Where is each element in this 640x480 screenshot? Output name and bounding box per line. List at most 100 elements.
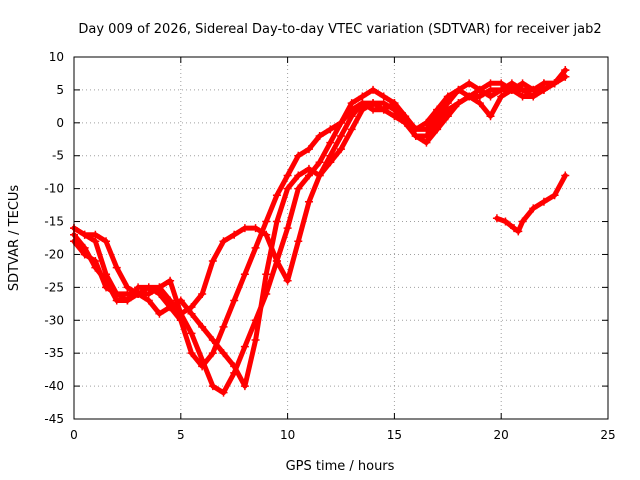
data-point-marker — [401, 112, 410, 121]
data-point-marker — [518, 217, 527, 226]
data-point-marker — [251, 224, 260, 233]
y-tick-label: -15 — [44, 215, 64, 229]
data-point-marker — [230, 362, 239, 371]
data-point-marker — [240, 270, 249, 279]
x-tick-label: 20 — [494, 428, 509, 442]
data-point-marker — [219, 349, 228, 358]
y-tick-label: -45 — [44, 412, 64, 426]
data-point-marker — [283, 276, 292, 285]
data-point-marker — [507, 85, 516, 94]
data-point-marker — [454, 99, 463, 108]
y-tick-label: -40 — [44, 379, 64, 393]
data-point-marker — [433, 105, 442, 114]
y-tick-label: -25 — [44, 280, 64, 294]
series-line — [494, 173, 568, 234]
data-point-marker — [379, 105, 388, 114]
data-point-marker — [550, 191, 559, 200]
data-point-marker — [326, 151, 335, 160]
x-tick-label: 25 — [600, 428, 615, 442]
data-point-marker — [262, 217, 271, 226]
data-point-marker — [240, 382, 249, 391]
data-point-marker — [337, 118, 345, 127]
data-point-marker — [304, 145, 313, 154]
y-tick-label: 0 — [56, 116, 64, 130]
data-point-marker — [102, 237, 111, 246]
data-point-marker — [208, 257, 217, 266]
data-point-marker — [198, 289, 207, 298]
data-point-marker — [155, 283, 164, 292]
data-point-marker — [294, 184, 303, 193]
data-point-marker — [337, 131, 345, 140]
y-tick-label: 10 — [49, 50, 64, 64]
data-point-marker — [272, 191, 281, 200]
data-point-marker — [315, 158, 324, 167]
data-point-marker — [561, 66, 570, 75]
data-point-marker — [219, 388, 228, 397]
data-point-marker — [529, 204, 538, 213]
data-point-marker — [272, 257, 281, 266]
data-point-marker — [80, 230, 89, 239]
data-point-marker — [518, 85, 527, 94]
data-point-marker — [422, 118, 431, 127]
data-point-marker — [510, 224, 519, 233]
data-point-marker — [91, 257, 100, 266]
data-point-marker — [230, 296, 239, 305]
data-point-marker — [315, 171, 324, 180]
data-point-marker — [347, 112, 356, 121]
data-point-marker — [176, 309, 185, 318]
data-point-marker — [465, 79, 474, 88]
series-line — [71, 74, 568, 389]
y-tick-label: -35 — [44, 346, 64, 360]
data-point-marker — [294, 151, 303, 160]
data-point-marker — [102, 283, 111, 292]
x-tick-label: 10 — [280, 428, 295, 442]
data-point-marker — [443, 112, 452, 121]
data-point-marker — [486, 112, 495, 121]
data-point-marker — [262, 230, 271, 239]
data-point-marker — [112, 263, 121, 272]
data-point-marker — [454, 85, 463, 94]
data-point-marker — [134, 289, 143, 298]
data-point-marker — [486, 79, 495, 88]
data-point-marker — [369, 105, 378, 114]
data-point-marker — [539, 197, 548, 206]
x-tick-label: 15 — [387, 428, 402, 442]
data-point-marker — [144, 289, 153, 298]
data-point-marker — [529, 92, 538, 101]
data-point-marker — [326, 125, 335, 134]
data-point-marker — [187, 329, 196, 338]
data-point-marker — [315, 131, 324, 140]
data-point-marker — [369, 85, 378, 94]
data-point-marker — [304, 164, 313, 173]
data-point-marker — [475, 99, 484, 108]
series-group — [70, 66, 570, 397]
data-point-marker — [390, 99, 399, 108]
y-tick-label: -10 — [44, 182, 64, 196]
data-point-marker — [326, 138, 335, 147]
data-point-marker — [219, 322, 228, 331]
data-point-marker — [304, 197, 313, 206]
x-axis-title: GPS time / hours — [286, 459, 395, 474]
series-arc-5 — [492, 171, 570, 236]
data-point-marker — [155, 309, 164, 318]
data-point-marker — [283, 171, 292, 180]
data-point-marker — [433, 125, 442, 134]
data-point-marker — [230, 230, 239, 239]
axis-ticks: 0 5 10 15 20 25 -45 -40 -35 -30 -25 -20 -15 -10 -5 0 5 10 — [44, 50, 615, 442]
series-arc-3 — [70, 72, 570, 391]
data-point-marker — [187, 349, 196, 358]
chart-title: Day 009 of 2026, Sidereal Day-to-day VTE… — [78, 22, 601, 37]
data-point-marker — [251, 243, 260, 252]
data-point-marker — [294, 171, 303, 180]
data-point-marker — [550, 79, 559, 88]
series-line — [71, 67, 568, 317]
data-point-marker — [475, 85, 484, 94]
y-tick-label: -5 — [52, 149, 64, 163]
data-point-marker — [358, 99, 367, 108]
series-arc-1 — [70, 72, 570, 397]
data-point-marker — [465, 92, 474, 101]
data-point-marker — [492, 214, 501, 223]
data-point-marker — [262, 270, 271, 279]
data-point-marker — [240, 224, 249, 233]
